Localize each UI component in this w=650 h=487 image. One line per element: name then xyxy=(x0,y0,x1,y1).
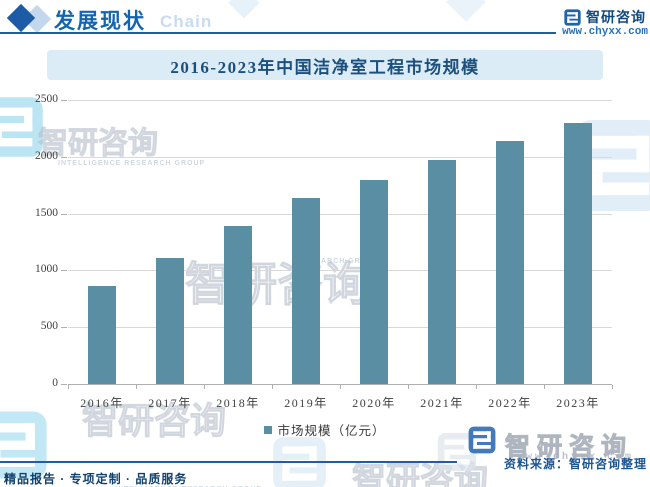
y-tick-label: 500 xyxy=(40,320,58,333)
y-tick-label: 2000 xyxy=(35,149,58,162)
services-tagline: 精品报告 · 专项定制 · 品质服务 xyxy=(4,472,188,486)
bar xyxy=(156,258,184,384)
x-tick-mark xyxy=(340,385,341,389)
bar xyxy=(224,225,252,384)
x-tick-label: 2023年 xyxy=(556,396,600,410)
data-source: 资料来源：智研咨询整理 xyxy=(503,457,647,471)
x-tick-mark xyxy=(204,385,205,389)
x-tick-label: 2021年 xyxy=(420,396,464,410)
y-tick-label: 2500 xyxy=(35,93,58,105)
x-tick-label: 2017年 xyxy=(148,396,192,410)
header-divider xyxy=(0,32,556,34)
x-tick-label: 2018年 xyxy=(216,396,260,410)
legend-label: 市场规模（亿元） xyxy=(277,424,386,438)
bar xyxy=(428,160,456,384)
y-tick-mark xyxy=(61,100,67,101)
y-tick-mark xyxy=(61,384,67,385)
gridline xyxy=(68,100,612,101)
bar xyxy=(564,122,592,384)
legend-marker xyxy=(264,425,273,434)
bar xyxy=(292,197,320,384)
x-tick-label: 2016年 xyxy=(80,396,124,410)
y-tick-mark xyxy=(61,327,67,329)
x-tick-mark xyxy=(544,385,545,389)
x-tick-mark xyxy=(612,385,613,389)
y-tick-label: 0 xyxy=(52,377,58,389)
x-tick-label: 2019年 xyxy=(284,396,328,410)
gridline xyxy=(68,327,612,329)
footer-watermark-logo-icon xyxy=(468,426,496,454)
gridline xyxy=(68,156,612,158)
footer-watermark-url: www.chyxx.com xyxy=(517,452,635,463)
footer-divider xyxy=(0,461,457,463)
bar xyxy=(88,286,116,384)
bar xyxy=(496,140,524,384)
y-tick-label: 1000 xyxy=(35,263,58,276)
x-tick-mark xyxy=(408,385,409,389)
x-tick-mark xyxy=(136,385,137,389)
bar xyxy=(360,179,388,384)
x-tick-mark xyxy=(476,385,477,389)
y-tick-label: 1500 xyxy=(35,206,58,219)
y-tick-mark xyxy=(61,213,67,215)
section-subtitle: Chain xyxy=(160,12,213,31)
footer-watermark-brand: 智研咨询 xyxy=(504,433,634,462)
brand-logo: 智研咨询 xyxy=(564,7,646,27)
gridline xyxy=(68,270,612,272)
x-tick-mark xyxy=(272,385,273,389)
y-tick-mark xyxy=(61,270,67,272)
chart-title: 2016-2023年中国洁净室工程市场规模 xyxy=(170,57,480,77)
brand-url: www.chyxx.com xyxy=(562,26,648,38)
x-axis-line xyxy=(68,384,612,385)
x-tick-mark xyxy=(68,385,69,389)
y-tick-mark xyxy=(61,156,67,158)
section-title: 发展现状 xyxy=(54,9,146,33)
chart-title-banner: 2016-2023年中国洁净室工程市场规模 xyxy=(47,50,603,80)
x-tick-label: 2022年 xyxy=(488,396,532,410)
chart-legend: 市场规模（亿元） xyxy=(0,420,650,439)
brand-name: 智研咨询 xyxy=(586,9,646,25)
gridline xyxy=(68,213,612,215)
x-tick-label: 2020年 xyxy=(352,396,396,410)
